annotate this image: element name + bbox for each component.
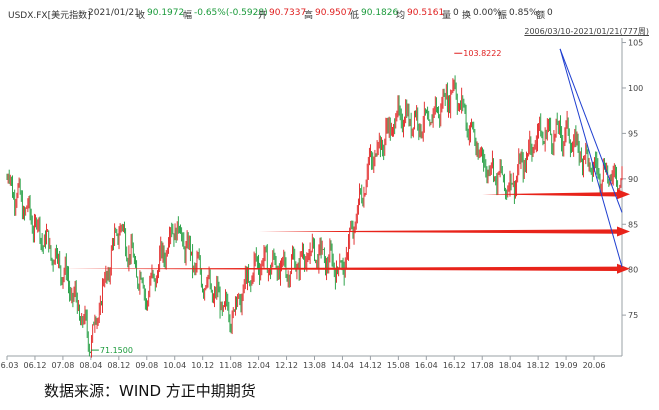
date-range-link[interactable]: 2006/03/10-2021/01/21(777周) <box>524 27 649 36</box>
y-tick-label: 100 <box>628 84 643 93</box>
support-arrow-shaft <box>482 192 618 197</box>
x-tick-label: 15.08 <box>387 361 410 370</box>
x-tick-label: 10.04 <box>163 361 186 370</box>
x-tick-label: 20.06 <box>583 361 606 370</box>
high-label: 高 <box>304 11 314 21</box>
x-tick-label: 19.09 <box>555 361 578 370</box>
support-arrow-head <box>617 226 630 237</box>
avg-label: 均 <box>396 11 406 21</box>
amplitude-label: 振 <box>498 11 508 21</box>
symbol-label: USDX.FX[美元指数] <box>8 11 91 21</box>
x-tick-label: 08.12 <box>107 361 130 370</box>
trendline <box>559 48 623 268</box>
amplitude-value: 0.85% <box>509 8 538 18</box>
annotation-label: 103.8222 <box>463 49 501 58</box>
annotation-label: 71.1500 <box>100 346 133 355</box>
x-tick-label: 17.08 <box>471 361 494 370</box>
volume-value: 0 <box>453 8 459 18</box>
y-tick-label: 75 <box>628 311 638 320</box>
support-arrow-head <box>617 263 630 274</box>
close-value: 90.1972 <box>147 8 185 18</box>
close-label: 收 <box>136 11 146 21</box>
high-value: 90.9507 <box>315 8 353 18</box>
turnover-value: 0.00% <box>473 8 502 18</box>
open-label: 开 <box>258 11 268 21</box>
low-value: 90.1826 <box>361 8 399 18</box>
amount-label: 额 <box>536 11 546 21</box>
y-tick-label: 90 <box>628 175 638 184</box>
y-tick-label: 95 <box>628 129 638 138</box>
support-arrow-shaft <box>62 266 618 271</box>
x-tick-label: 07.08 <box>51 361 74 370</box>
x-tick-label: 08.04 <box>79 361 102 370</box>
change-label: 幅 <box>183 11 193 21</box>
x-tick-label: 18.12 <box>527 361 550 370</box>
y-tick-label: 80 <box>628 266 638 275</box>
amount-value: 0 <box>547 8 553 18</box>
support-arrow-shaft <box>258 229 618 234</box>
y-tick-label: 85 <box>628 220 638 229</box>
support-arrow-head <box>617 189 630 200</box>
avg-value: 90.5161 <box>407 8 445 18</box>
x-tick-label: 16.12 <box>443 361 466 370</box>
x-tick-label: 06.12 <box>24 361 47 370</box>
quote-header: USDX.FX[美元指数] 2021/01/21 收 90.1972 幅 -0.… <box>0 0 659 26</box>
x-tick-label: 10.12 <box>191 361 214 370</box>
source-note: 数据来源：WIND 方正中期期货 <box>44 382 256 400</box>
x-tick-label: 14.12 <box>359 361 382 370</box>
y-tick-label: 105 <box>628 39 643 48</box>
volume-label: 量 <box>442 11 452 21</box>
x-tick-label: 09.08 <box>135 361 158 370</box>
turnover-label: 换 <box>462 11 472 21</box>
change-value: -0.65%(-0.5928) <box>194 8 268 18</box>
date-label: 2021/01/21 <box>88 8 140 18</box>
x-tick-label: 11.08 <box>219 361 242 370</box>
low-label: 低 <box>350 11 360 21</box>
x-tick-label: 18.04 <box>499 361 522 370</box>
x-tick-label: 12.12 <box>275 361 298 370</box>
x-tick-label: 06.03 <box>0 361 18 370</box>
x-tick-label: 14.04 <box>331 361 354 370</box>
trendline <box>559 48 623 213</box>
open-value: 90.7337 <box>269 8 307 18</box>
x-tick-label: 12.04 <box>247 361 270 370</box>
x-tick-label: 13.08 <box>303 361 326 370</box>
x-tick-label: 16.04 <box>415 361 438 370</box>
